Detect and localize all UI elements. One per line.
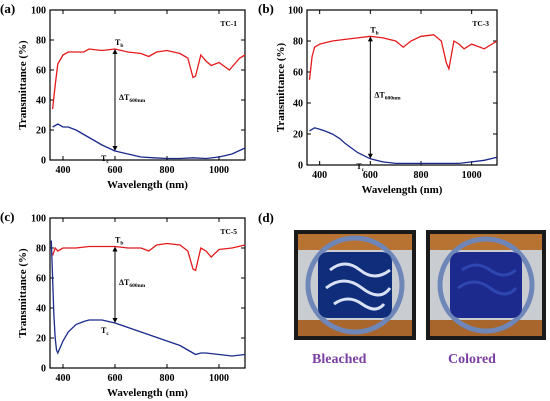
colored-series-line [52,123,246,160]
delta-sub: 600nm [129,283,145,289]
bleached-device-photo [294,230,416,340]
tb-label: Tb [370,25,378,36]
delta-main: ΔT [119,93,130,102]
panel-label: (a) [0,1,15,16]
x-axis-label: Wavelength (nm) [107,179,188,191]
arrow-head-bottom [112,318,118,323]
y-tick-label: 60 [293,68,303,79]
y-tick-label: 0 [41,156,46,167]
tb-main: T [115,38,121,47]
x-tick-label: 600 [108,165,123,176]
y-tick-label: 20 [293,130,303,141]
colored-device-photo [426,230,546,340]
y-tick-label: 100 [288,6,303,17]
bleached-series-line [51,48,246,110]
panel-c: (c) 400 600 800 1000 0 20 40 60 80 100 Wavelength (… [0,209,246,399]
colored-series-line [309,127,498,165]
x-tick-label: 400 [56,165,71,176]
x-tick-label: 600 [108,373,123,384]
y-tick-label: 80 [36,36,46,47]
delta-sub: 600nm [385,96,401,102]
y-tick-label: 40 [293,99,303,110]
plot-frame [49,217,246,369]
y-tick-label: 0 [41,364,46,375]
delta-label: ΔT600nm [374,91,401,102]
y-tick-label: 40 [36,96,46,107]
tc-sub: c [362,167,365,173]
tb-main: T [115,236,121,245]
delta-label: ΔT600nm [119,93,146,104]
y-tick-label: 80 [36,244,46,255]
y-tick-label: 100 [31,214,46,225]
x-axis-label: Wavelength (nm) [107,387,188,399]
arrow-head-bottom [367,153,373,159]
tb-sub: b [376,30,379,36]
y-axis-label: Transmittance (%) [17,40,29,130]
arrow-head-top [367,36,373,42]
y-tick-label: 80 [293,37,303,48]
x-tick-label: 800 [414,170,429,181]
x-tick-label: 1000 [209,373,229,384]
tc-sub: c [106,159,109,165]
tc-sub: c [106,331,109,337]
y-tick-label: 20 [36,334,46,345]
tc-label: Tc [101,326,109,337]
y-axis-label: Transmittance (%) [17,248,29,338]
arrow-head-top [112,246,118,252]
delta-sub: 600nm [129,98,145,104]
panel-b: (b) 400 600 800 1000 0 20 40 60 80 100 Wavelength (… [258,1,498,196]
x-axis-label: Wavelength (nm) [362,184,443,196]
tc-main: T [101,326,107,335]
y-tick-label: 60 [36,274,46,285]
colored-series-line [50,240,246,357]
x-tick-label: 600 [363,170,378,181]
y-tick-label: 20 [36,126,46,137]
panel-d-label: (d) [258,210,274,225]
colored-label: Colored [448,352,496,367]
sample-label: TC-1 [220,19,237,28]
y-tick-label: 0 [298,161,303,172]
panel-a: (a) 400 600 800 1000 0 20 40 60 80 100 Wavelength (… [0,1,246,191]
tb-label: Tb [115,236,123,247]
sample-label: TC-5 [220,227,237,236]
panel-label: (b) [258,1,274,16]
plot-frame [49,9,246,161]
tc-main: T [101,154,107,163]
delta-main: ΔT [374,91,385,100]
tb-sub: b [120,241,123,247]
tb-label: Tb [115,38,123,49]
plot-frame [306,9,498,166]
bleached-label: Bleached [312,352,367,367]
x-tick-label: 400 [312,170,327,181]
tc-main: T [356,162,362,171]
arrow-head-bottom [112,146,118,151]
y-tick-label: 60 [36,66,46,77]
x-tick-label: 1000 [462,170,482,181]
delta-main: ΔT [119,278,130,287]
x-tick-label: 800 [160,165,175,176]
x-tick-label: 1000 [209,165,229,176]
arrow-head-top [112,49,118,54]
tc-label: Tc [101,154,109,165]
sample-label: TC-3 [472,19,489,28]
bleached-series-line [308,34,498,80]
tb-main: T [370,25,376,34]
bleached-series-line [51,242,246,272]
x-tick-label: 400 [56,373,71,384]
tb-sub: b [120,43,123,49]
tc-label: Tc [356,162,364,173]
delta-label: ΔT600nm [119,278,146,289]
panel-label: (c) [0,209,14,224]
y-tick-label: 100 [31,6,46,17]
y-tick-label: 40 [36,304,46,315]
y-axis-label: Transmittance (%) [275,43,287,133]
x-tick-label: 800 [160,373,175,384]
